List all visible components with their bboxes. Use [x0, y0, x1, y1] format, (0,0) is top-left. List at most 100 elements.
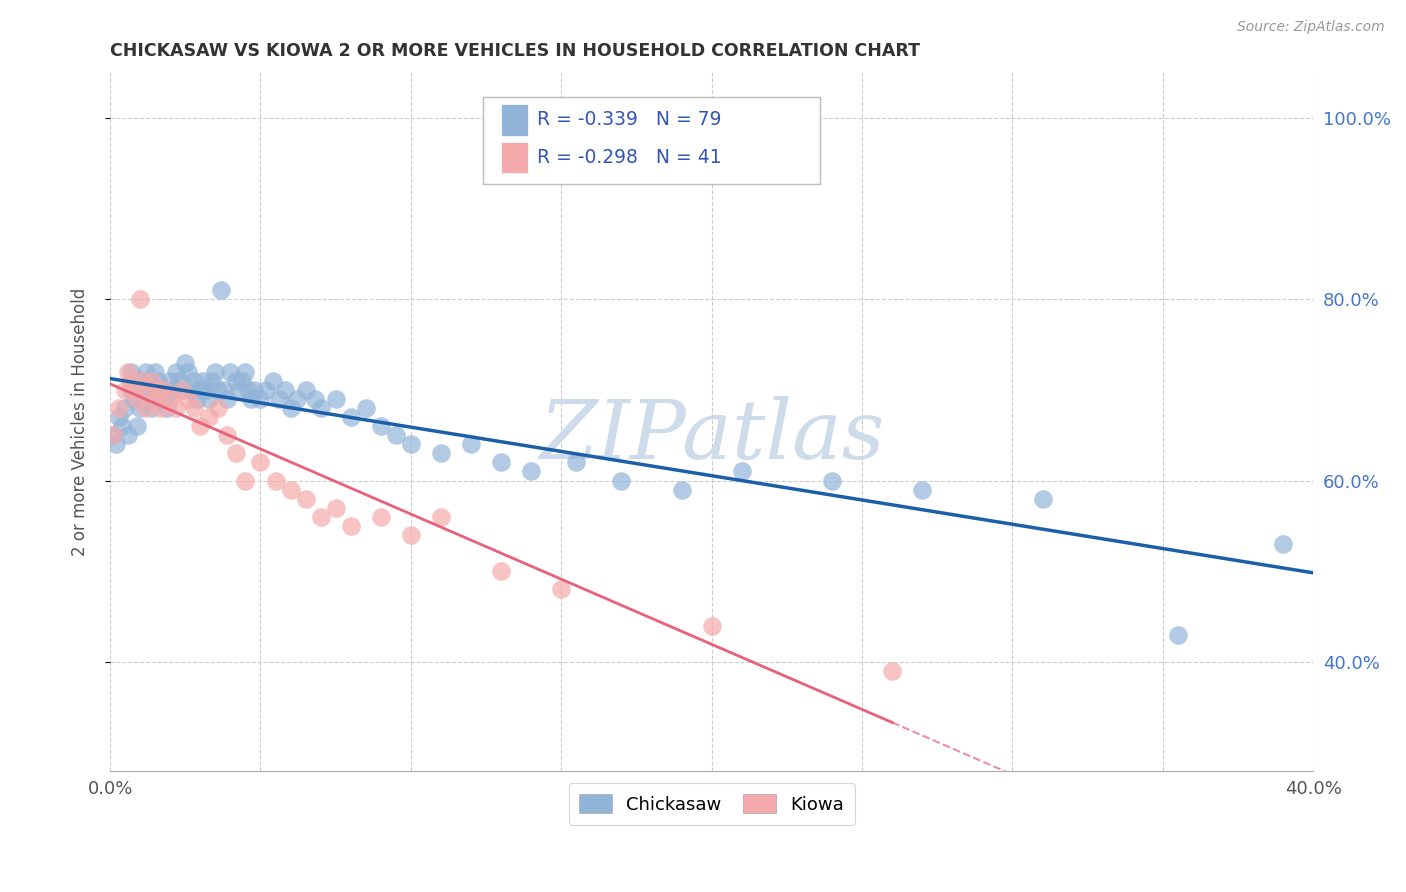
Point [162, 383, 184, 397]
Point [235, 474, 257, 488]
Point [159, 392, 181, 406]
Point [399, 437, 422, 451]
Point [304, 392, 326, 406]
Point [183, 401, 205, 415]
Point [114, 383, 136, 397]
Point [280, 401, 302, 415]
Point [821, 474, 844, 488]
Point [309, 401, 332, 415]
Point [135, 365, 157, 379]
Point [141, 374, 163, 388]
Point [193, 374, 215, 388]
Point [141, 401, 163, 415]
Point [489, 564, 512, 578]
Point [186, 392, 208, 406]
Point [117, 428, 139, 442]
Point [225, 374, 247, 388]
Text: R = -0.298   N = 41: R = -0.298 N = 41 [537, 148, 721, 167]
Text: ZIPatlas: ZIPatlas [538, 395, 884, 475]
Point [339, 410, 361, 425]
Point [489, 455, 512, 469]
Point [105, 437, 128, 451]
Point [111, 419, 134, 434]
Point [201, 374, 224, 388]
Point [153, 383, 176, 397]
Point [280, 483, 302, 497]
Point [132, 383, 155, 397]
Point [101, 428, 124, 442]
Point [240, 392, 263, 406]
Point [231, 374, 253, 388]
Point [1272, 537, 1295, 551]
Point [273, 383, 295, 397]
Point [267, 392, 290, 406]
Point [156, 401, 179, 415]
Point [249, 455, 271, 469]
Point [264, 474, 287, 488]
Point [132, 374, 155, 388]
Point [129, 374, 152, 388]
Legend: Chickasaw, Kiowa: Chickasaw, Kiowa [568, 783, 855, 824]
Point [219, 365, 242, 379]
Point [117, 365, 139, 379]
Point [127, 392, 149, 406]
FancyBboxPatch shape [484, 97, 820, 184]
FancyBboxPatch shape [501, 104, 527, 136]
Point [153, 392, 176, 406]
Point [235, 365, 257, 379]
Point [198, 392, 221, 406]
Point [565, 455, 588, 469]
Point [256, 383, 278, 397]
Point [129, 292, 152, 306]
Point [399, 528, 422, 542]
Point [294, 491, 316, 506]
Point [460, 437, 482, 451]
Point [550, 582, 572, 597]
Point [1167, 628, 1189, 642]
Point [430, 509, 453, 524]
Text: R = -0.339   N = 79: R = -0.339 N = 79 [537, 111, 721, 129]
Point [731, 465, 754, 479]
Point [339, 519, 361, 533]
Point [700, 618, 723, 632]
Point [150, 401, 173, 415]
Point [180, 383, 202, 397]
Point [138, 383, 160, 397]
Point [148, 383, 170, 397]
Point [204, 365, 226, 379]
Point [138, 374, 160, 388]
Point [325, 500, 347, 515]
Point [183, 374, 205, 388]
Point [127, 419, 149, 434]
Point [209, 283, 232, 297]
Point [120, 365, 142, 379]
Point [135, 401, 157, 415]
Point [122, 383, 145, 397]
Point [167, 374, 190, 388]
Point [217, 392, 239, 406]
Point [238, 383, 260, 397]
Point [108, 401, 131, 415]
Point [120, 374, 142, 388]
Point [217, 428, 239, 442]
Point [165, 401, 187, 415]
Point [385, 428, 408, 442]
Text: Source: ZipAtlas.com: Source: ZipAtlas.com [1237, 20, 1385, 34]
Point [108, 410, 131, 425]
Point [172, 383, 194, 397]
Point [520, 465, 543, 479]
Point [309, 509, 332, 524]
Y-axis label: 2 or more Vehicles in Household: 2 or more Vehicles in Household [72, 287, 89, 556]
Point [882, 664, 904, 678]
Text: CHICKASAW VS KIOWA 2 OR MORE VEHICLES IN HOUSEHOLD CORRELATION CHART: CHICKASAW VS KIOWA 2 OR MORE VEHICLES IN… [110, 42, 920, 60]
Point [159, 374, 181, 388]
Point [143, 365, 166, 379]
Point [101, 428, 124, 442]
Point [430, 446, 453, 460]
Point [671, 483, 693, 497]
Point [228, 383, 250, 397]
Point [610, 474, 633, 488]
FancyBboxPatch shape [501, 142, 527, 173]
Point [354, 401, 377, 415]
Point [122, 392, 145, 406]
